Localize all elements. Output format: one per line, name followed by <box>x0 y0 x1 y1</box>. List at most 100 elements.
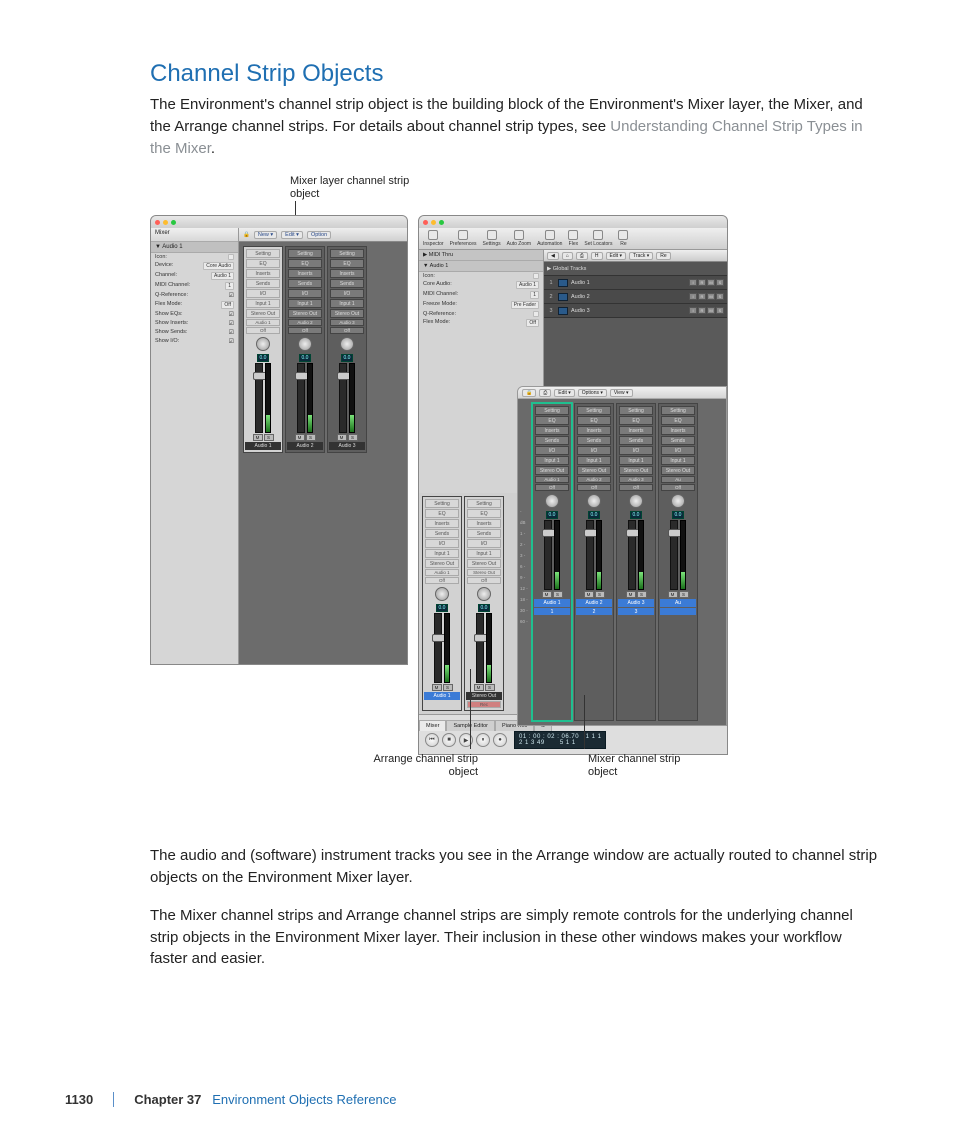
pause-button[interactable]: ⏸ <box>476 733 490 747</box>
track-i-button[interactable]: I <box>689 279 697 286</box>
toolbar-inspector[interactable]: Inspector <box>423 230 444 247</box>
solo-button[interactable]: S <box>485 684 495 691</box>
zoom-icon[interactable] <box>171 220 176 225</box>
slot-setting[interactable]: Setting <box>425 499 459 508</box>
slot-inserts[interactable]: Inserts <box>661 426 695 435</box>
solo-button[interactable]: S <box>595 591 605 598</box>
slot-input[interactable]: Input 1 <box>330 299 364 308</box>
slot-inserts[interactable]: Inserts <box>577 426 611 435</box>
slot-eq[interactable]: EQ <box>467 509 501 518</box>
slot-out[interactable]: Stereo Out <box>467 559 501 568</box>
automation-mode[interactable]: Off <box>535 484 569 491</box>
track-i-button[interactable]: I <box>689 293 697 300</box>
slot-inserts[interactable]: Inserts <box>330 269 364 278</box>
slot-sends[interactable]: Sends <box>288 279 322 288</box>
solo-button[interactable]: S <box>679 591 689 598</box>
automation-mode[interactable]: Off <box>467 577 501 584</box>
slot-setting[interactable]: Setting <box>330 249 364 258</box>
track-s-button[interactable]: S <box>716 293 724 300</box>
track-m-button[interactable]: M <box>707 307 715 314</box>
slot-io[interactable]: I/O <box>619 446 653 455</box>
channel-strip[interactable]: SettingEQInsertsSendsI/OInput 1Stereo Ou… <box>285 246 325 453</box>
slot-out[interactable]: Stereo Out <box>577 466 611 475</box>
track-r-button[interactable]: R <box>698 293 706 300</box>
slot-io[interactable]: I/O <box>246 289 280 298</box>
automation-mode[interactable]: Off <box>619 484 653 491</box>
pan-knob[interactable] <box>298 337 312 351</box>
slot-io[interactable]: I/O <box>330 289 364 298</box>
track-row[interactable]: 2Audio 2IRMS <box>544 290 727 304</box>
slot-setting[interactable]: Setting <box>246 249 280 258</box>
new-menu[interactable]: New ▾ <box>254 231 277 239</box>
mixer-tb-item[interactable]: View ▾ <box>610 389 633 397</box>
sidebar-object[interactable]: ▼ Audio 1 <box>151 242 238 253</box>
channel-strip[interactable]: SettingEQInsertsSendsI/OInput 1Stereo Ou… <box>658 403 698 721</box>
audio1-header[interactable]: ▼ Audio 1 <box>419 261 543 272</box>
mute-button[interactable]: M <box>668 591 678 598</box>
mixer-tb-item[interactable]: 🔒 <box>522 389 536 397</box>
pan-knob[interactable] <box>256 337 270 351</box>
fader[interactable] <box>297 363 305 433</box>
automation-mode[interactable]: Off <box>577 484 611 491</box>
slot-sends[interactable]: Sends <box>467 529 501 538</box>
slot-out[interactable]: Stereo Out <box>425 559 459 568</box>
slot-inserts[interactable]: Inserts <box>619 426 653 435</box>
slot-input[interactable]: Input 1 <box>467 549 501 558</box>
slot-input[interactable]: Input 1 <box>535 456 569 465</box>
mixer-tb-item[interactable]: ⎙ <box>539 389 551 397</box>
slot-sends[interactable]: Sends <box>330 279 364 288</box>
solo-button[interactable]: S <box>443 684 453 691</box>
channel-strip[interactable]: SettingEQInsertsSendsI/OInput 1Stereo Ou… <box>327 246 367 453</box>
close-icon[interactable] <box>155 220 160 225</box>
automation-mode[interactable]: Off <box>330 327 364 334</box>
slot-eq[interactable]: EQ <box>661 416 695 425</box>
mute-button[interactable]: M <box>474 684 484 691</box>
mute-button[interactable]: M <box>253 434 263 441</box>
slot-sends[interactable]: Sends <box>661 436 695 445</box>
channel-strip[interactable]: SettingEQInsertsSendsI/OInput 1Stereo Ou… <box>422 496 462 711</box>
pan-knob[interactable] <box>340 337 354 351</box>
track-m-button[interactable]: M <box>707 279 715 286</box>
track-r-button[interactable]: R <box>698 279 706 286</box>
slot-inserts[interactable]: Inserts <box>467 519 501 528</box>
channel-strip[interactable]: SettingEQInsertsSendsI/OInput 1Stereo Ou… <box>574 403 614 721</box>
zoom-icon[interactable] <box>439 220 444 225</box>
slot-eq[interactable]: EQ <box>246 259 280 268</box>
fader[interactable] <box>476 613 484 683</box>
pan-knob[interactable] <box>629 494 643 508</box>
track-i-button[interactable]: I <box>689 307 697 314</box>
slot-out[interactable]: Stereo Out <box>330 309 364 318</box>
slot-setting[interactable]: Setting <box>661 406 695 415</box>
record-button[interactable]: ● <box>493 733 507 747</box>
solo-button[interactable]: S <box>637 591 647 598</box>
channel-strip[interactable]: SettingEQInsertsSendsI/OInput 1Stereo Ou… <box>243 246 283 453</box>
tab-mixer[interactable]: Mixer <box>419 720 446 731</box>
slot-setting[interactable]: Setting <box>288 249 322 258</box>
automation-mode[interactable]: Off <box>425 577 459 584</box>
slot-input[interactable]: Input 1 <box>246 299 280 308</box>
mute-button[interactable]: M <box>542 591 552 598</box>
track-s-button[interactable]: S <box>716 307 724 314</box>
slot-eq[interactable]: EQ <box>425 509 459 518</box>
toolbar-set-locators[interactable]: Set Locators <box>584 230 612 247</box>
slot-sends[interactable]: Sends <box>246 279 280 288</box>
slot-sends[interactable]: Sends <box>535 436 569 445</box>
slot-eq[interactable]: EQ <box>577 416 611 425</box>
slot-sends[interactable]: Sends <box>619 436 653 445</box>
tracks-tb-item[interactable]: Re <box>656 252 670 260</box>
slot-inserts[interactable]: Inserts <box>535 426 569 435</box>
slot-sends[interactable]: Sends <box>577 436 611 445</box>
slot-input[interactable]: Input 1 <box>288 299 322 308</box>
mixer-tb-item[interactable]: Options ▾ <box>578 389 607 397</box>
fader[interactable] <box>255 363 263 433</box>
pan-knob[interactable] <box>477 587 491 601</box>
toolbar-flex[interactable]: Flex <box>568 230 578 247</box>
tracks-tb-item[interactable]: Track ▾ <box>629 252 653 260</box>
global-tracks-header[interactable]: ▶ Global Tracks <box>544 262 727 276</box>
track-row[interactable]: 3Audio 3IRMS <box>544 304 727 318</box>
solo-button[interactable]: S <box>306 434 316 441</box>
slot-out[interactable]: Stereo Out <box>288 309 322 318</box>
slot-out[interactable]: Stereo Out <box>246 309 280 318</box>
toolbar-re[interactable]: Re <box>618 230 628 247</box>
slot-io[interactable]: I/O <box>288 289 322 298</box>
